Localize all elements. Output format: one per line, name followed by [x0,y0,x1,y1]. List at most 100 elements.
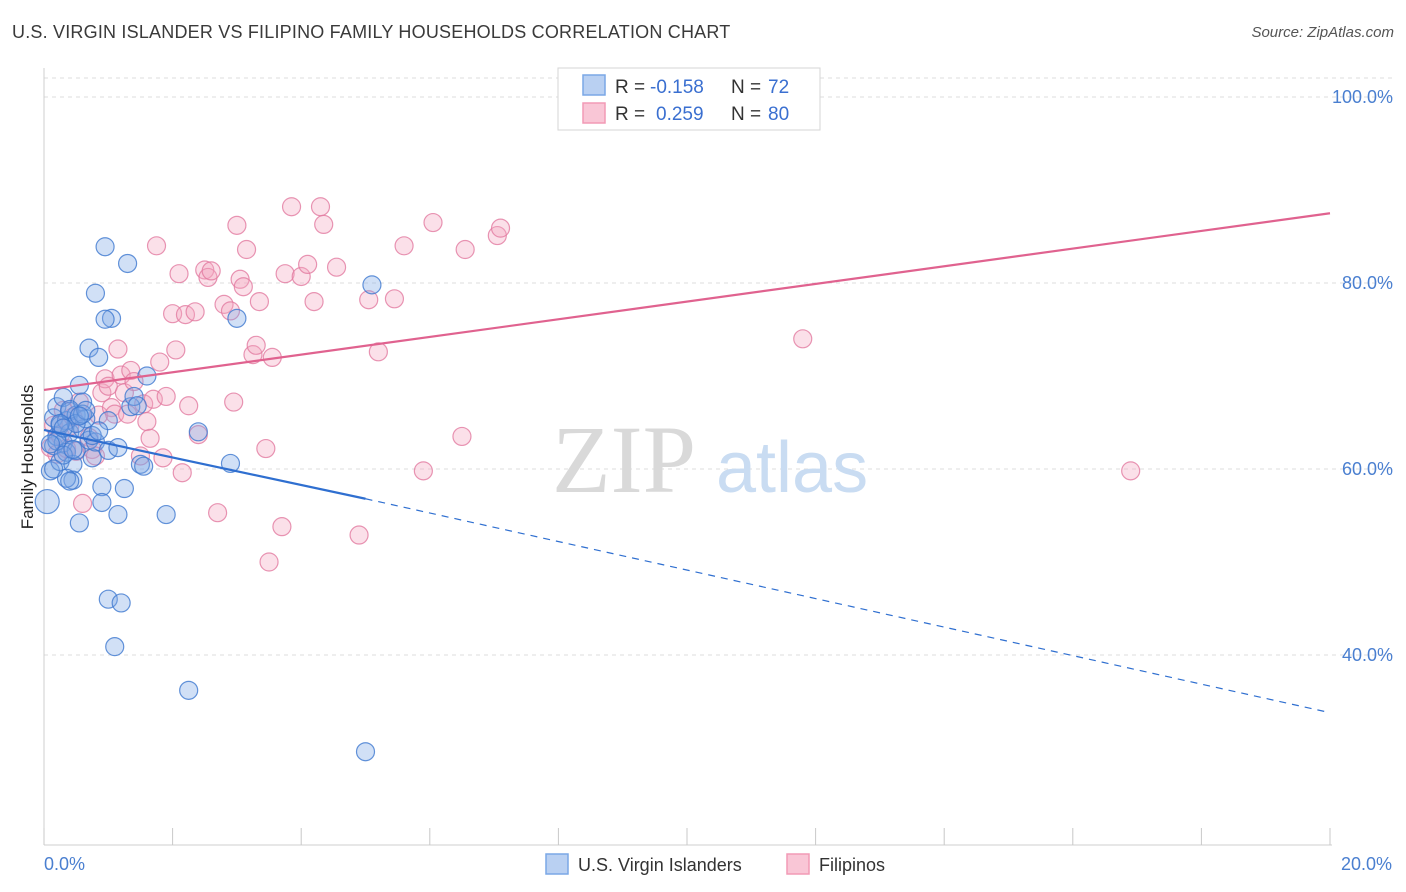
filipinos-point-69 [349,525,369,545]
filipinos-point-75 [423,212,443,233]
filipinos-point-50 [227,215,247,235]
filipinos-point-72 [384,289,405,309]
filipinos-point-41 [185,302,205,322]
filipinos-point-32 [150,352,170,372]
y-tick-label-40: 40.0% [1342,645,1393,665]
filipinos-point-62 [281,197,302,217]
virgin-islanders-point-25 [85,283,106,303]
virgin-islanders-point-0 [34,488,60,515]
virgin-islanders-point-47 [56,468,77,488]
filipinos-point-70 [359,290,379,310]
y-axis-title: Family Households [18,385,37,530]
virgin-islanders-point-40 [60,399,80,420]
bottom-legend-label-filipinos: Filipinos [819,855,885,875]
filipinos-point-29 [140,428,160,448]
watermark: ZIP atlas [552,406,868,513]
x-tick-label-max: 20.0% [1341,854,1392,874]
bottom-legend-label-virgin-islanders: U.S. Virgin Islanders [578,855,742,875]
virgin-islanders-point-59 [44,459,64,479]
virgin-islanders-point-64 [89,421,109,441]
filipinos-point-76 [452,426,472,447]
legend-n-value-1: 80 [768,104,789,125]
virgin-islanders-point-55 [227,308,247,328]
filipinos-point-38 [172,463,192,483]
virgin-islanders-trend-line [43,428,366,500]
filipinos-point-57 [256,438,276,459]
virgin-islanders-point-37 [121,397,141,417]
virgin-islanders-point-60 [63,439,83,460]
virgin-islanders-point-18 [69,513,89,533]
legend-n-label-1: N = [731,104,761,125]
virgin-islanders-trend-extension [365,498,1331,714]
gridlines [44,77,1392,656]
filipinos-point-49 [224,392,244,412]
bottom-legend-swatch-virgin-islanders [545,853,569,875]
virgin-islanders-point-49 [130,454,151,474]
y-tick-label-100: 100.0% [1332,87,1393,107]
virgin-islanders-point-52 [179,680,199,700]
virgin-islanders-point-39 [53,445,73,465]
filipinos-point-45 [201,261,221,281]
legend-n-label-0: N = [731,77,761,98]
filipinos-point-74 [413,461,433,481]
legend-swatch-filipinos [582,102,606,124]
legend-swatch-virgin-islanders [582,74,606,96]
bottom-legend-swatch-filipinos [786,853,810,875]
legend-r-value-1: 0.259 [656,104,704,125]
filipinos-point-20 [108,339,128,359]
filipinos-point-63 [291,266,311,287]
virgin-islanders-point-34 [111,593,131,613]
source-credit: Source: ZipAtlas.com [1251,24,1394,41]
virgin-islanders-point-42 [72,404,93,424]
virgin-islanders-point-24 [82,448,102,468]
filipinos-point-58 [259,552,279,572]
virgin-islanders-point-33 [108,504,128,525]
filipinos-point-73 [394,236,414,256]
watermark-zip: ZIP [552,406,696,513]
filipinos-trend-line [43,212,1331,392]
top-legend: R = -0.158 N = 72 R = 0.259 N = 80 [557,67,821,131]
virgin-islanders-point-66 [134,456,154,476]
y-tick-label-80: 80.0% [1342,273,1393,293]
trend-lines [43,212,1331,714]
filipinos-point-80 [793,329,813,349]
virgin-islanders-point-56 [355,742,376,762]
legend-n-value-0: 72 [768,77,789,98]
filipinos-point-56 [249,292,270,312]
chart-title: U.S. VIRGIN ISLANDER VS FILIPINO FAMILY … [12,22,731,42]
virgin-islanders-point-51 [156,504,176,525]
virgin-islanders-point-29 [98,589,118,609]
virgin-islanders-point-69 [40,434,61,454]
legend-r-label-1: R = [615,104,645,125]
virgin-islanders-point-65 [127,396,147,416]
virgin-islanders-point-53 [188,422,208,442]
filipinos-point-52 [233,277,253,297]
virgin-islanders-point-35 [114,478,134,499]
filipinos-point-34 [156,386,176,407]
x-tick-label-min: 0.0% [44,854,85,874]
filipinos-point-77 [455,239,475,260]
filipinos-point-71 [368,342,388,362]
y-tick-label-60: 60.0% [1342,459,1393,479]
filipinos-point-28 [137,411,157,432]
filipinos-point-46 [208,503,228,523]
filipinos-point-36 [166,340,186,360]
filipinos-point-48 [220,301,241,321]
filipinos-point-53 [236,239,257,260]
filipinos-point-60 [272,517,292,537]
bottom-legend: U.S. Virgin Islanders Filipinos [545,853,885,875]
virgin-islanders-point-31 [101,308,122,328]
virgin-islanders-point-63 [69,406,89,426]
filipinos-point-64 [298,254,318,274]
filipinos-point-68 [326,257,347,277]
x-ticks [43,828,1331,845]
virgin-islanders-point-28 [95,237,115,257]
virgin-islanders-point-36 [117,253,138,274]
y-tick-labels: 40.0% 60.0% 80.0% 100.0% [1332,87,1393,665]
watermark-atlas: atlas [716,428,868,508]
filipinos-point-67 [314,214,334,235]
filipinos-point-37 [169,264,189,284]
filipinos-point-65 [304,292,324,312]
virgin-islanders-point-45 [92,492,112,513]
